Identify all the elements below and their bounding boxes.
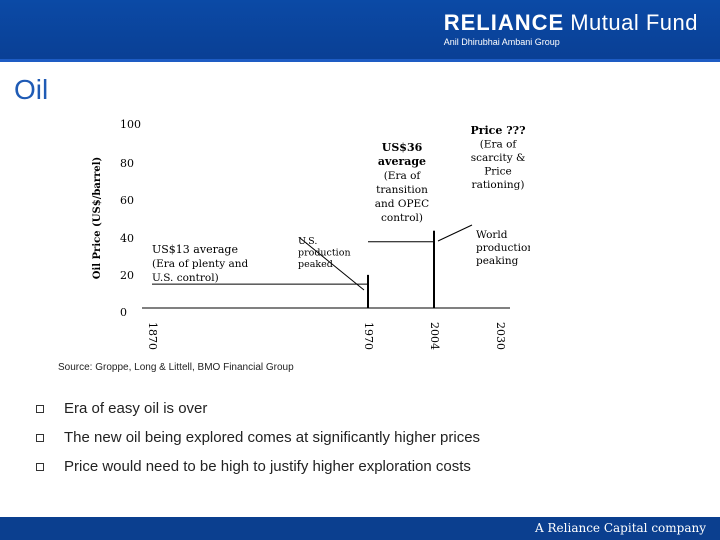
annotation-scarcity-heading: Price ??? xyxy=(470,124,525,137)
annotation-scarcity-line: (Era of xyxy=(480,139,518,151)
bullet-item: The new oil being explored comes at sign… xyxy=(36,423,480,452)
company-logo: RELIANCE Mutual Fund Anil Dhirubhai Amban… xyxy=(444,10,698,47)
x-tick-label: 2004 xyxy=(428,322,441,350)
annotation-plenty-heading: US$13 average xyxy=(152,243,238,256)
x-tick-label: 1970 xyxy=(362,322,375,350)
annotation-world-peak-line: World xyxy=(476,229,508,241)
bullet-list: Era of easy oil is over The new oil bein… xyxy=(36,394,480,481)
slide-title: Oil xyxy=(14,74,49,105)
annotation-scarcity-line: rationing) xyxy=(472,179,525,191)
y-tick-label: 40 xyxy=(120,232,134,245)
footer-text: A Reliance Capital company xyxy=(535,521,706,535)
annotation-transition-line: and OPEC xyxy=(375,198,429,210)
annotation-transition-line: transition xyxy=(376,184,428,196)
annotation-transition-line: (Era of xyxy=(384,170,422,182)
y-tick-label: 100 xyxy=(120,118,141,131)
bullet-text: Era of easy oil is over xyxy=(64,400,208,417)
bullet-text: The new oil being explored comes at sign… xyxy=(64,429,481,446)
y-axis-label: Oil Price (US$/barrel) xyxy=(92,157,103,280)
footer-bar: A Reliance Capital company xyxy=(0,517,720,540)
annotation-world-peak-line: production xyxy=(476,242,530,254)
logo-subtitle: Anil Dhirubhai Ambani Group xyxy=(443,37,560,47)
oil-price-chart: Oil Price (US$/barrel) 100 80 60 40 20 0 1870 19… xyxy=(92,118,530,350)
us-peak-pointer-line xyxy=(299,237,365,291)
header-bar: RELIANCE Mutual Fund Anil Dhirubhai Amban… xyxy=(0,0,720,62)
x-tick-label: 2030 xyxy=(494,322,507,350)
y-tick-label: 20 xyxy=(120,269,134,282)
bullet-item: Era of easy oil is over xyxy=(36,394,480,423)
annotation-transition-heading: average xyxy=(378,155,426,168)
x-tick-label: 1870 xyxy=(146,322,159,350)
world-peak-pointer-line xyxy=(437,224,473,242)
annotation-plenty-line: (Era of plenty and xyxy=(152,258,248,270)
bullet-text: Price would need to be high to justify h… xyxy=(64,458,471,475)
y-tick-label: 0 xyxy=(120,306,127,319)
square-bullet-icon xyxy=(36,433,44,442)
square-bullet-icon xyxy=(36,462,44,471)
logo-brand: RELIANCE xyxy=(443,10,565,35)
square-bullet-icon xyxy=(36,404,44,413)
y-tick-label: 60 xyxy=(120,194,134,207)
y-tick-label: 80 xyxy=(120,157,134,170)
annotation-scarcity-line: scarcity & xyxy=(471,152,526,164)
annotation-plenty-line: U.S. control) xyxy=(152,272,219,284)
annotation-world-peak-line: peaking xyxy=(476,255,519,267)
annotation-scarcity-line: Price xyxy=(484,166,512,178)
source-note: Source: Groppe, Long & Littell, BMO Fina… xyxy=(58,362,294,373)
logo-fund: Mutual Fund xyxy=(570,10,698,35)
annotation-us-peak-line: production xyxy=(298,248,351,259)
bullet-item: Price would need to be high to justify h… xyxy=(36,452,480,481)
annotation-us-peak-line: U.S. xyxy=(298,236,317,247)
annotation-transition-heading: US$36 xyxy=(382,141,423,154)
annotation-transition-line: control) xyxy=(381,212,423,224)
annotation-us-peak-line: peaked xyxy=(298,259,333,270)
